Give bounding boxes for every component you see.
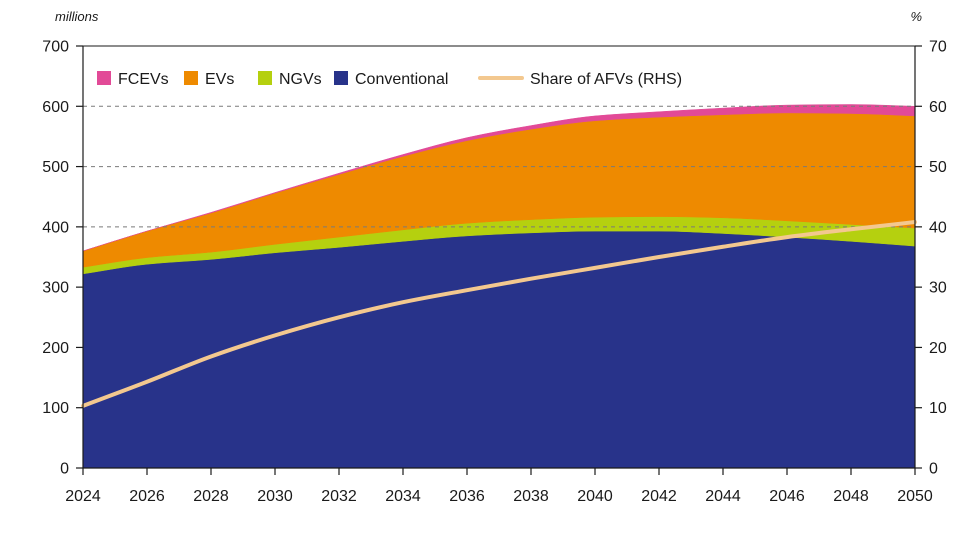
- x-axis-ticks: 2024 2026 2028 2030 2032 2034 2036 2038 2040 2042…: [65, 468, 933, 505]
- axes: [82, 46, 916, 469]
- x-tick-label: 2024: [65, 488, 101, 505]
- x-tick-label: 2048: [833, 488, 869, 505]
- x-tick-label: 2032: [321, 488, 357, 505]
- y-axis-left-ticks: 0 100 200 300 400 500 600 700: [42, 39, 83, 478]
- y-axis-right-ticks: 0 10 20 30 40 50 60 70: [915, 39, 947, 478]
- legend-swatch-conventional: [334, 71, 348, 85]
- legend-swatch-evs: [184, 71, 198, 85]
- y-tick-label: 100: [42, 400, 69, 417]
- x-tick-label: 2036: [449, 488, 485, 505]
- legend-swatch-ngvs: [258, 71, 272, 85]
- x-tick-label: 2034: [385, 488, 421, 505]
- legend-label-conventional: Conventional: [355, 71, 448, 88]
- area-layer: [82, 104, 916, 469]
- legend-label-ngvs: NGVs: [279, 71, 322, 88]
- y-tick-label: 300: [42, 280, 69, 297]
- y2-tick-label: 40: [929, 219, 947, 236]
- legend-label-share-of-afvs-rhs: Share of AFVs (RHS): [530, 71, 682, 88]
- x-tick-label: 2050: [897, 488, 933, 505]
- y2-tick-label: 20: [929, 340, 947, 357]
- y2-tick-label: 50: [929, 159, 947, 176]
- area-conventional: [82, 230, 916, 469]
- y-tick-label: 600: [42, 99, 69, 116]
- legend-label-fcevs: FCEVs: [118, 71, 169, 88]
- right-axis-unit: %: [910, 9, 922, 24]
- x-tick-label: 2044: [705, 488, 741, 505]
- legend-label-evs: EVs: [205, 71, 234, 88]
- legend-swatch-fcevs: [97, 71, 111, 85]
- x-tick-label: 2026: [129, 488, 165, 505]
- x-tick-label: 2030: [257, 488, 293, 505]
- y-tick-label: 700: [42, 39, 69, 56]
- line-share-of-afvs: [81, 220, 917, 408]
- y2-tick-label: 10: [929, 400, 947, 417]
- x-tick-label: 2038: [513, 488, 549, 505]
- x-tick-label: 2042: [641, 488, 677, 505]
- y-tick-label: 0: [60, 461, 69, 478]
- gridlines: [83, 105, 915, 228]
- y2-tick-label: 60: [929, 99, 947, 116]
- y-tick-label: 200: [42, 340, 69, 357]
- left-axis-unit: millions: [55, 9, 99, 24]
- y-tick-label: 400: [42, 219, 69, 236]
- y2-tick-label: 70: [929, 39, 947, 56]
- y2-tick-label: 30: [929, 280, 947, 297]
- legend: FCEVs EVs NGVs Conventional Share of AFVs (R…: [97, 71, 682, 88]
- y2-tick-label: 0: [929, 461, 938, 478]
- x-tick-label: 2046: [769, 488, 805, 505]
- y-tick-label: 500: [42, 159, 69, 176]
- x-tick-label: 2040: [577, 488, 613, 505]
- x-tick-label: 2028: [193, 488, 229, 505]
